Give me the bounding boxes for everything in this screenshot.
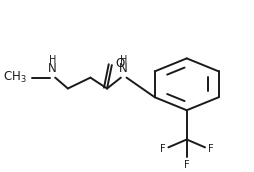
Text: H: H — [120, 55, 128, 65]
Text: F: F — [208, 144, 214, 154]
Text: F: F — [160, 144, 165, 154]
Text: N: N — [119, 62, 128, 75]
Text: H: H — [49, 55, 56, 65]
Text: N: N — [48, 62, 57, 75]
Text: O: O — [115, 57, 125, 70]
Text: CH$_3$: CH$_3$ — [3, 70, 26, 85]
Text: F: F — [184, 160, 189, 170]
